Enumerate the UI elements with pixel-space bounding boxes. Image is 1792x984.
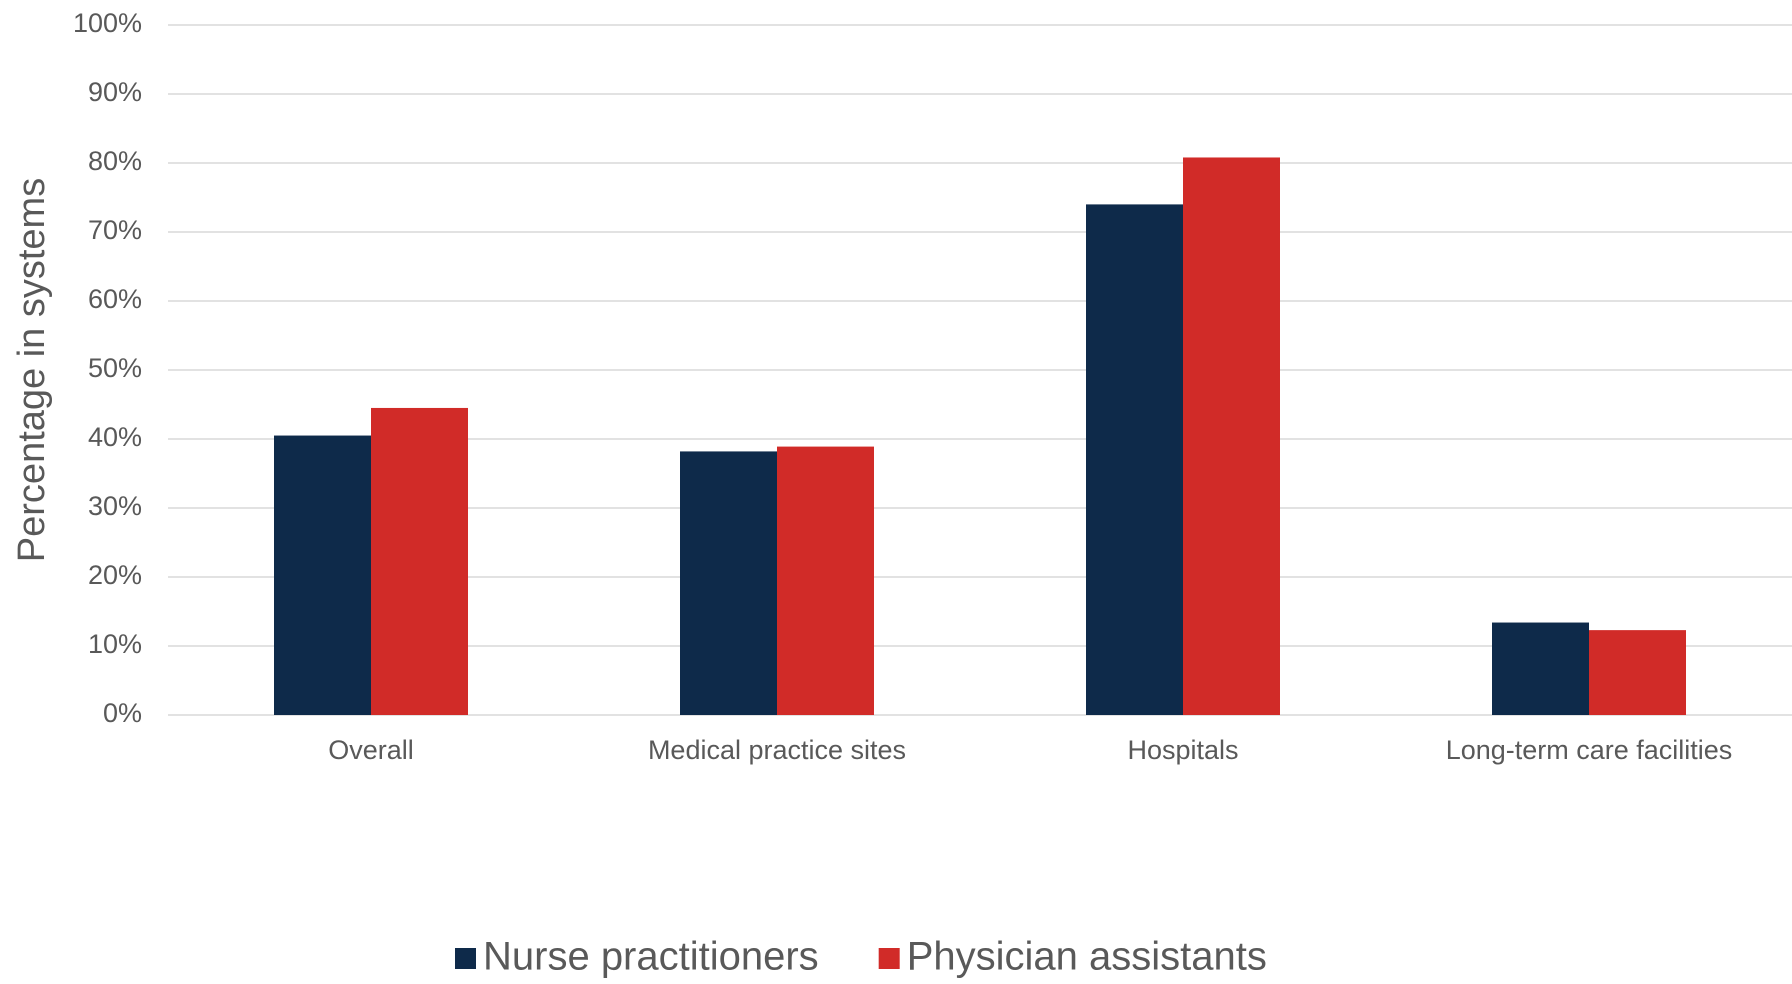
y-tick-label: 40% <box>88 422 142 452</box>
bar <box>1589 630 1686 715</box>
bar <box>1086 204 1183 715</box>
x-tick-label: Overall <box>328 735 414 765</box>
x-tick-label: Medical practice sites <box>648 735 906 765</box>
y-tick-label: 90% <box>88 77 142 107</box>
y-tick-label: 20% <box>88 560 142 590</box>
x-tick-label: Long-term care facilities <box>1446 735 1733 765</box>
y-tick-label: 50% <box>88 353 142 383</box>
y-tick-label: 70% <box>88 215 142 245</box>
bar <box>371 407 468 715</box>
y-tick-label: 10% <box>88 629 142 659</box>
legend-label: Nurse practitioners <box>483 935 819 979</box>
legend-swatch <box>455 948 476 969</box>
y-tick-label: 30% <box>88 491 142 521</box>
y-tick-label: 0% <box>103 698 142 728</box>
y-axis-label: Percentage in systems <box>11 178 53 562</box>
bar <box>1492 622 1589 715</box>
y-tick-label: 100% <box>73 8 142 38</box>
legend-label: Physician assistants <box>907 935 1267 979</box>
y-tick-label: 60% <box>88 284 142 314</box>
bar <box>274 435 371 715</box>
x-tick-label: Hospitals <box>1127 735 1238 765</box>
bar <box>680 451 777 715</box>
bar <box>777 446 874 715</box>
y-tick-label: 80% <box>88 146 142 176</box>
bar <box>1183 157 1280 716</box>
legend-swatch <box>878 948 900 969</box>
